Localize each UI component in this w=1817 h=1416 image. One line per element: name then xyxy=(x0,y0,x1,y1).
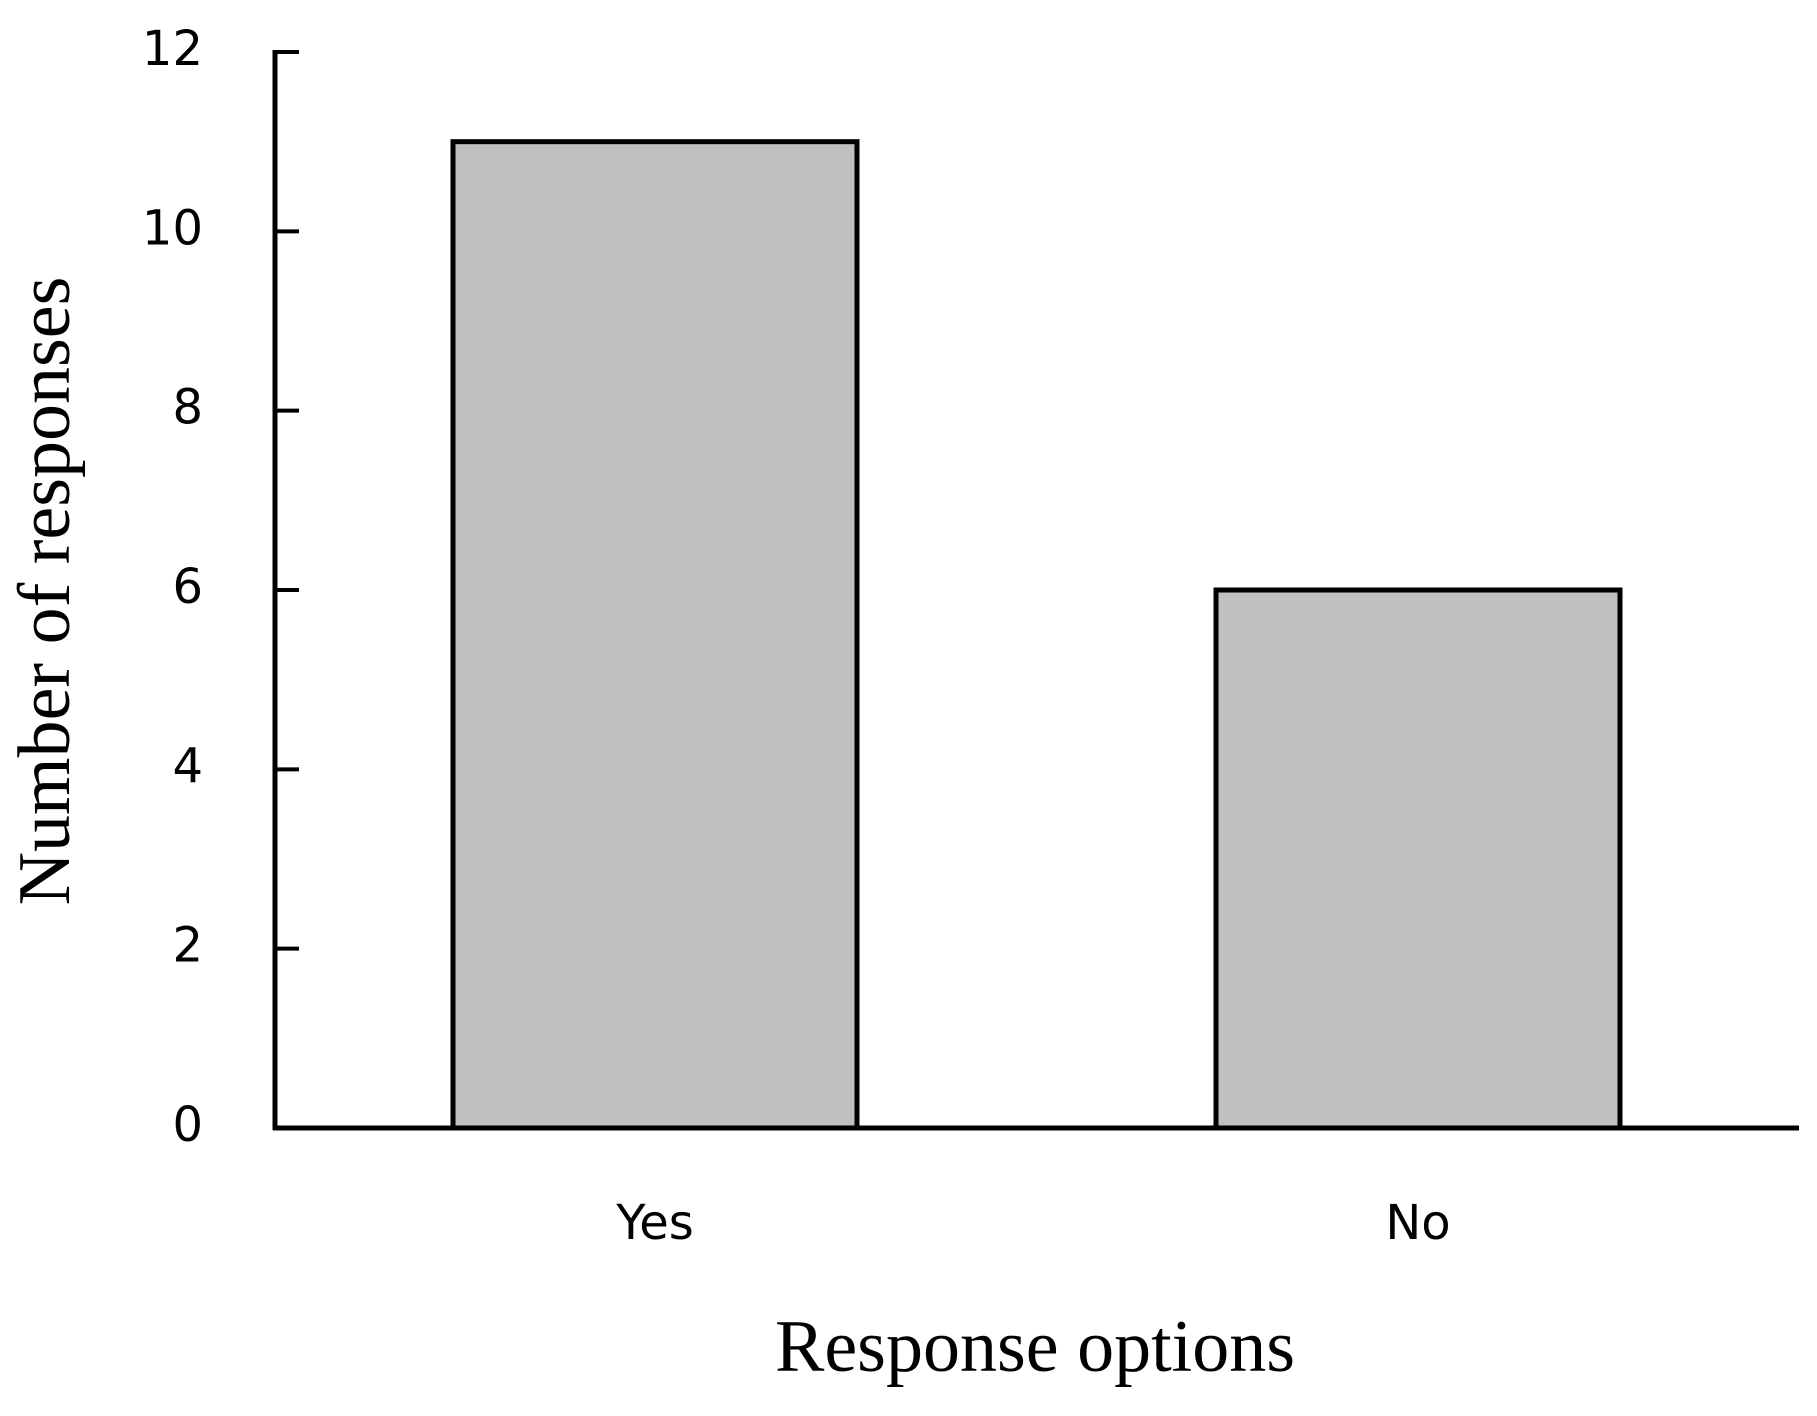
x-tick-label: Yes xyxy=(615,1195,693,1251)
y-tick-label: 0 xyxy=(172,1097,203,1153)
y-tick-label: 2 xyxy=(172,918,203,974)
y-tick-label: 4 xyxy=(172,738,203,794)
y-axis-title: Number of responses xyxy=(4,277,86,906)
bar xyxy=(450,139,860,1131)
x-axis-title: Response options xyxy=(775,1306,1295,1388)
y-tick-label: 10 xyxy=(142,200,203,256)
x-tick-label: No xyxy=(1385,1195,1450,1251)
y-tick-label: 8 xyxy=(172,380,203,436)
bar xyxy=(1213,587,1623,1131)
y-tick-label: 12 xyxy=(142,21,203,77)
y-tick-label: 6 xyxy=(172,559,203,615)
